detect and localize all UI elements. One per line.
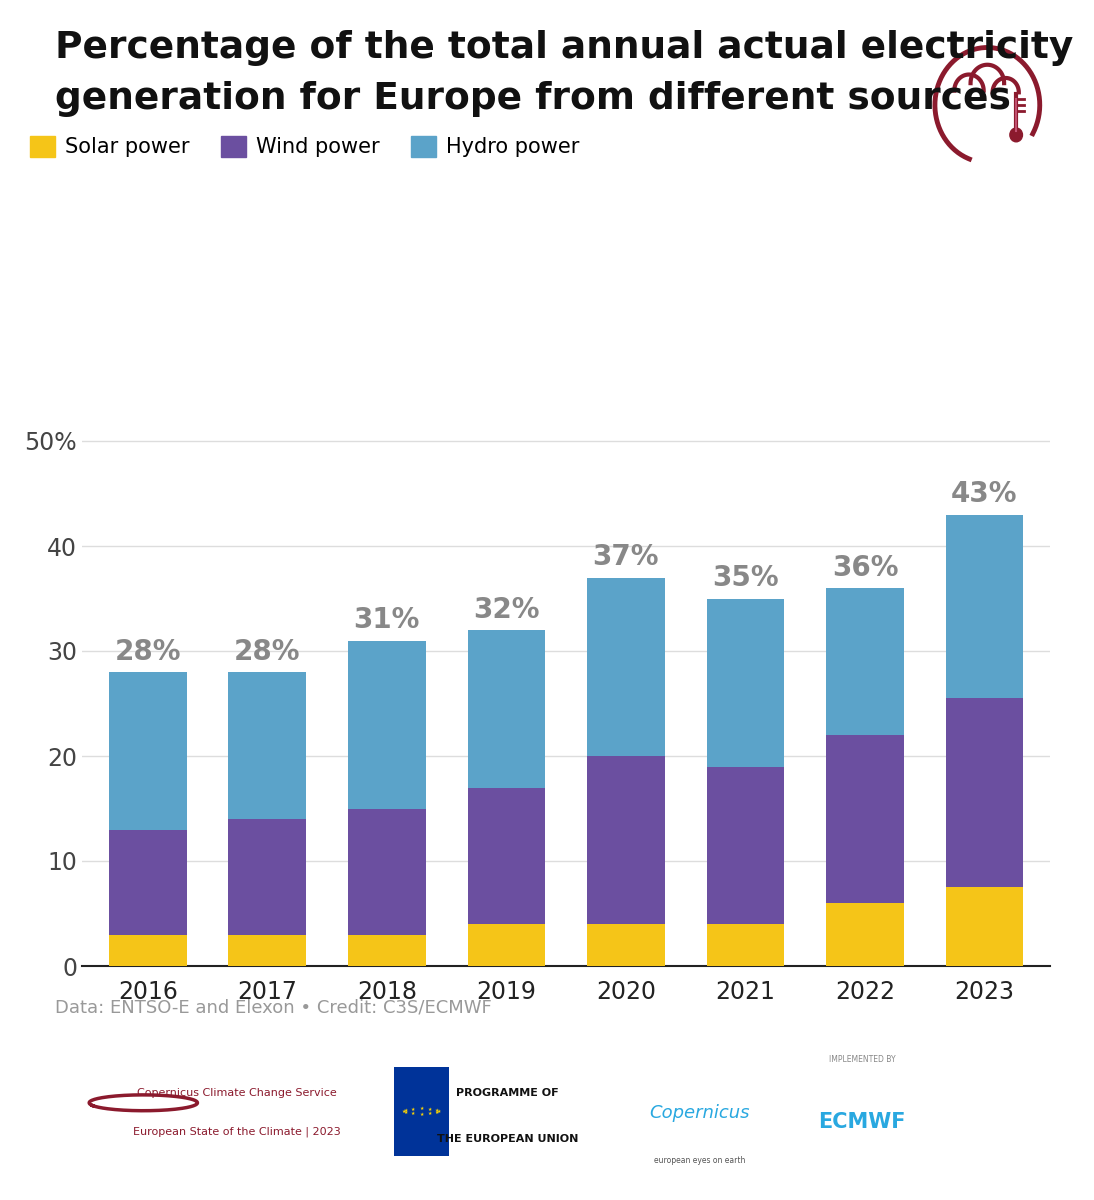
Bar bbox=[229, 935, 306, 966]
Bar bbox=[707, 924, 784, 966]
Bar bbox=[945, 515, 1023, 698]
Text: 37%: 37% bbox=[593, 544, 660, 571]
Text: ★: ★ bbox=[437, 1109, 441, 1114]
Text: ★: ★ bbox=[434, 1108, 439, 1112]
Text: 28%: 28% bbox=[234, 637, 301, 666]
Circle shape bbox=[1010, 128, 1023, 142]
Text: Copernicus Climate Change Service: Copernicus Climate Change Service bbox=[137, 1087, 337, 1098]
Text: ★: ★ bbox=[419, 1111, 423, 1116]
Bar bbox=[707, 599, 784, 767]
Bar bbox=[467, 630, 545, 787]
Bar bbox=[587, 577, 665, 756]
Bar bbox=[229, 818, 306, 935]
Bar bbox=[109, 935, 187, 966]
Bar bbox=[229, 672, 306, 818]
Bar bbox=[587, 924, 665, 966]
Bar bbox=[467, 787, 545, 924]
Text: ★: ★ bbox=[404, 1110, 408, 1115]
Text: ★: ★ bbox=[404, 1108, 408, 1112]
Bar bbox=[348, 809, 426, 935]
Legend: Solar power, Wind power, Hydro power: Solar power, Wind power, Hydro power bbox=[30, 136, 580, 157]
FancyBboxPatch shape bbox=[394, 1067, 449, 1156]
Text: ECMWF: ECMWF bbox=[818, 1111, 906, 1132]
Text: PROGRAMME OF: PROGRAMME OF bbox=[456, 1087, 559, 1098]
Bar bbox=[587, 756, 665, 924]
Text: 31%: 31% bbox=[353, 606, 420, 634]
Text: ★: ★ bbox=[434, 1110, 439, 1115]
Bar bbox=[826, 588, 904, 734]
Bar bbox=[826, 734, 904, 902]
Text: ★: ★ bbox=[401, 1109, 406, 1114]
Text: Copernicus: Copernicus bbox=[650, 1104, 749, 1122]
Bar bbox=[348, 641, 426, 809]
Bar bbox=[467, 924, 545, 966]
Text: European State of the Climate | 2023: European State of the Climate | 2023 bbox=[133, 1127, 340, 1136]
Bar bbox=[109, 672, 187, 829]
Text: ★: ★ bbox=[419, 1106, 423, 1111]
Text: THE EUROPEAN UNION: THE EUROPEAN UNION bbox=[437, 1134, 579, 1144]
Bar bbox=[826, 902, 904, 966]
Bar bbox=[707, 767, 784, 924]
Text: ★: ★ bbox=[410, 1111, 415, 1116]
Text: 32%: 32% bbox=[473, 595, 539, 624]
Text: ★: ★ bbox=[410, 1106, 415, 1111]
Text: ★: ★ bbox=[428, 1106, 432, 1111]
Text: IMPLEMENTED BY: IMPLEMENTED BY bbox=[829, 1055, 895, 1064]
Text: european eyes on earth: european eyes on earth bbox=[654, 1156, 745, 1165]
Text: Percentage of the total annual actual electricity
generation for Europe from dif: Percentage of the total annual actual el… bbox=[55, 30, 1073, 118]
Text: 36%: 36% bbox=[831, 553, 898, 582]
Text: 28%: 28% bbox=[115, 637, 181, 666]
Bar bbox=[348, 935, 426, 966]
Text: 43%: 43% bbox=[952, 480, 1017, 509]
Bar bbox=[109, 829, 187, 935]
Text: 35%: 35% bbox=[712, 564, 779, 593]
Bar bbox=[945, 887, 1023, 966]
Bar bbox=[945, 698, 1023, 887]
Text: Data: ENTSO-E and Elexon • Credit: C3S/ECMWF: Data: ENTSO-E and Elexon • Credit: C3S/E… bbox=[55, 998, 491, 1016]
Text: ★: ★ bbox=[428, 1111, 432, 1116]
